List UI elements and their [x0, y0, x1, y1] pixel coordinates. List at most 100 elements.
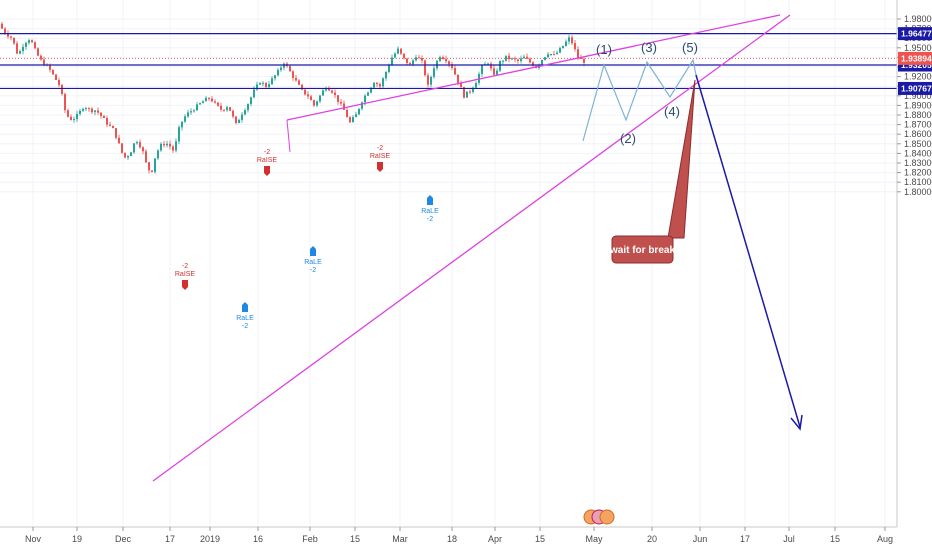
- candle-body: [367, 92, 369, 96]
- candle-body: [346, 109, 348, 118]
- candle: [550, 53, 552, 57]
- trend-drawings[interactable]: [152, 14, 803, 482]
- candle-body: [430, 76, 432, 85]
- price-axis[interactable]: 1.980001.970001.960001.950001.940001.930…: [896, 0, 932, 550]
- upper-wedge-trendline: [286, 14, 781, 121]
- buy-arrow-icon: [242, 302, 248, 312]
- callout-text: wait for break: [609, 245, 675, 256]
- candle: [310, 94, 312, 101]
- candle: [28, 38, 30, 45]
- candle-body: [415, 57, 417, 61]
- candle: [289, 64, 291, 72]
- candle-body: [331, 90, 333, 93]
- candle-body: [163, 143, 165, 146]
- candle-body: [400, 48, 402, 54]
- candle-body: [49, 64, 51, 70]
- candle: [16, 41, 18, 55]
- time-tick-label: 16: [253, 534, 263, 544]
- candle-body: [514, 58, 516, 60]
- candle-body: [496, 70, 498, 75]
- candle-body: [541, 59, 543, 65]
- candle-body: [562, 45, 564, 49]
- candle-body: [358, 108, 360, 115]
- bearish-projection-arrow: [695, 74, 801, 428]
- candle-body: [571, 37, 573, 44]
- candle: [469, 89, 471, 95]
- candle-body: [133, 143, 135, 153]
- candle: [466, 91, 468, 98]
- candle-body: [247, 104, 249, 111]
- price-tick-label: 1.88000: [904, 110, 932, 120]
- candle-body: [364, 95, 366, 103]
- candle: [178, 125, 180, 145]
- price-level-tag: [898, 27, 932, 41]
- candle: [526, 53, 528, 60]
- candle-body: [460, 82, 462, 88]
- candle-body: [124, 152, 126, 158]
- candle-body: [82, 108, 84, 111]
- signal-strength: -2: [242, 323, 248, 330]
- candle: [424, 59, 426, 77]
- candle-body: [409, 63, 411, 65]
- candle: [403, 53, 405, 60]
- candle: [244, 108, 246, 116]
- arrow-head-icon: [790, 414, 803, 431]
- candle-body: [97, 110, 99, 113]
- candle: [337, 95, 339, 105]
- candle: [568, 34, 570, 45]
- candle: [448, 60, 450, 68]
- candle-body: [28, 40, 30, 43]
- candle-body: [169, 143, 171, 147]
- candle-body: [313, 100, 315, 106]
- wait-for-break-callout[interactable]: wait for break: [609, 79, 696, 264]
- candle-body: [487, 63, 489, 65]
- candle-body: [271, 78, 273, 85]
- chart-grid: [0, 0, 897, 527]
- time-tick-label: May: [585, 534, 603, 544]
- time-tick-label: 15: [350, 534, 360, 544]
- price-level-tag: [898, 81, 932, 95]
- candle: [427, 72, 429, 88]
- candle-body: [424, 60, 426, 76]
- candle-body: [280, 67, 282, 71]
- candle-body: [427, 75, 429, 85]
- price-level-label: 1.93205: [901, 60, 932, 70]
- candle: [313, 99, 315, 108]
- candle: [496, 68, 498, 76]
- candle: [520, 55, 522, 64]
- candle: [220, 102, 222, 112]
- candle-body: [289, 66, 291, 72]
- signal-label: RaLE: [304, 259, 322, 266]
- candle: [301, 83, 303, 91]
- candle-body: [181, 121, 183, 128]
- candle: [238, 118, 240, 124]
- candle: [181, 121, 183, 131]
- candle-body: [136, 142, 138, 144]
- candle-body: [127, 156, 129, 158]
- candle: [250, 96, 252, 107]
- candle: [460, 80, 462, 88]
- candle-body: [61, 84, 63, 95]
- candle-body: [67, 110, 69, 117]
- signal-strength: -2: [310, 267, 316, 274]
- candle: [418, 54, 420, 59]
- candle: [316, 100, 318, 108]
- candle-body: [250, 97, 252, 105]
- candle: [358, 108, 360, 116]
- candle: [22, 43, 24, 55]
- price-level-label: 1.96477: [901, 29, 932, 39]
- candle-body: [355, 114, 357, 118]
- time-axis[interactable]: Nov 19 Dec 17 2019 16 Feb 15 Mar 18 Apr 15 May 20 Jun 1…: [0, 526, 897, 544]
- time-tick-label: Feb: [302, 534, 318, 544]
- candle: [382, 77, 384, 89]
- candle-body: [190, 111, 192, 113]
- candle-body: [361, 102, 363, 109]
- candle: [265, 81, 267, 89]
- candle: [391, 54, 393, 66]
- horizontal-levels[interactable]: [0, 33, 897, 90]
- elliott-wave-labels: (1) (2) (3) (4) (5): [596, 40, 698, 146]
- event-icons[interactable]: [583, 509, 615, 525]
